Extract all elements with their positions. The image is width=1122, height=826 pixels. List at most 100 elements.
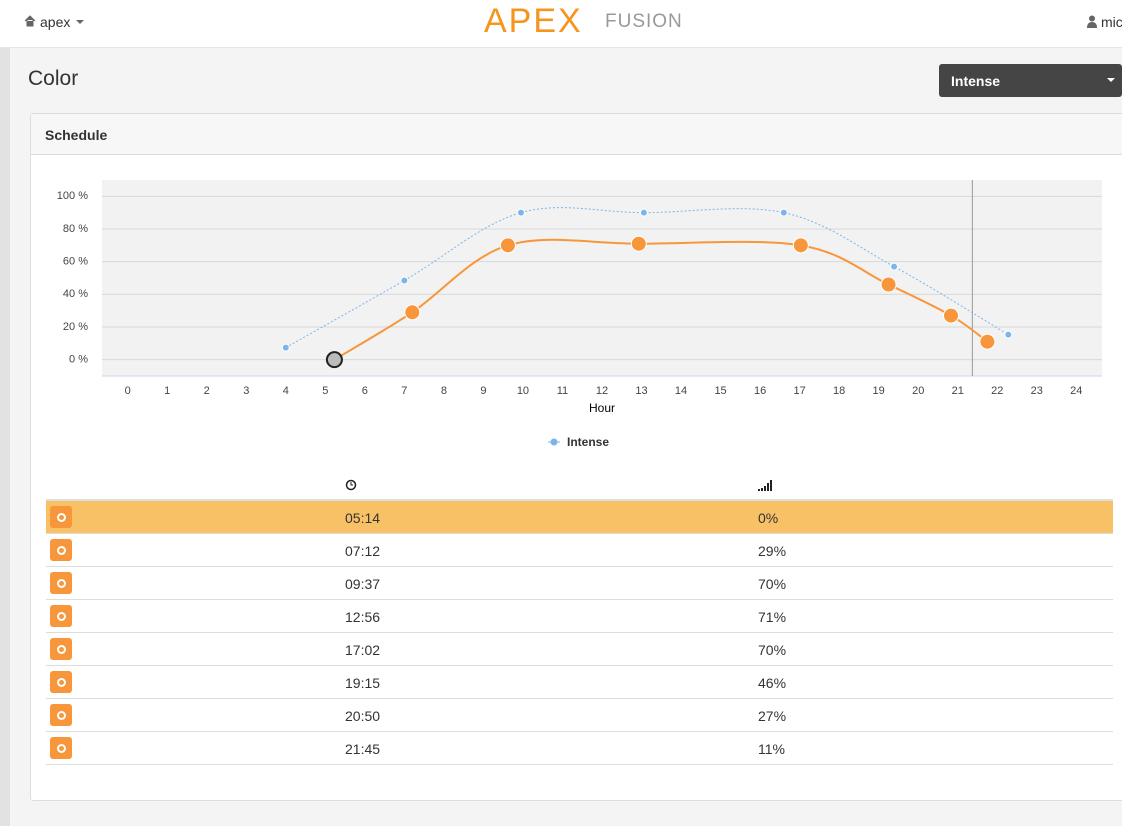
x-tick-label: 24	[1070, 385, 1082, 397]
level-cell: 0%	[758, 510, 779, 526]
navbar: apex APEX FUSION mic	[0, 0, 1122, 48]
data-point	[516, 208, 525, 217]
table-row: 12:56 71%	[46, 600, 1113, 633]
table-header-rule	[46, 499, 1113, 501]
x-tick-label: 0	[125, 385, 131, 397]
data-point	[890, 262, 899, 271]
chart: 0 %20 %40 %60 %80 %100 %0 1 2 3 4 5 6 7 8 9 10 11 12…	[57, 180, 1102, 449]
edit-button[interactable]	[50, 704, 72, 726]
x-tick-label: 20	[912, 385, 924, 397]
data-point	[325, 351, 343, 369]
level-cell: 11%	[758, 741, 785, 757]
data-point	[400, 276, 409, 285]
y-tick-label: 80 %	[63, 223, 88, 235]
x-tick-label: 18	[833, 385, 845, 397]
x-tick-label: 4	[283, 385, 289, 397]
time-cell: 20:50	[345, 708, 381, 724]
data-point	[792, 237, 809, 254]
x-tick-label: 6	[362, 385, 368, 397]
data-point	[281, 343, 290, 352]
x-tick-label: 17	[794, 385, 806, 397]
x-tick-label: 11	[557, 385, 568, 397]
table-row: 19:15 46%	[46, 666, 1113, 699]
caret	[76, 20, 84, 24]
edit-button[interactable]	[50, 572, 72, 594]
x-tick-label: 13	[635, 385, 647, 397]
level-icon	[758, 480, 772, 491]
x-tick-label: 1	[164, 385, 170, 397]
page-title: Color	[28, 67, 79, 90]
logo-sub: FUSION	[605, 11, 683, 32]
edit-button[interactable]	[50, 506, 72, 528]
profile-dropdown[interactable]: Intense	[939, 64, 1122, 97]
table-row: 09:37 70%	[46, 567, 1113, 600]
edit-button[interactable]	[50, 539, 72, 561]
x-tick-label: 22	[991, 385, 1003, 397]
level-cell: 70%	[758, 576, 787, 592]
edit-button[interactable]	[50, 671, 72, 693]
x-tick-label: 3	[243, 385, 249, 397]
data-point	[943, 307, 960, 324]
account-menu[interactable]: apex	[40, 14, 71, 30]
x-tick-label: 10	[517, 385, 529, 397]
edit-button[interactable]	[50, 605, 72, 627]
logo-main: APEX	[484, 2, 583, 40]
time-cell: 17:02	[345, 642, 381, 658]
x-tick-label: 2	[204, 385, 210, 397]
level-cell: 27%	[758, 708, 787, 724]
x-tick-label: 19	[873, 385, 885, 397]
table-row: 20:50 27%	[46, 699, 1113, 732]
time-cell: 19:15	[345, 675, 381, 691]
x-tick-label: 14	[675, 385, 687, 397]
y-tick-label: 20 %	[63, 321, 88, 333]
x-tick-label: 12	[596, 385, 608, 397]
table-row: 05:14 0%	[46, 501, 1113, 534]
data-point	[979, 333, 996, 350]
level-cell: 46%	[758, 675, 787, 691]
table-row: 21:45 11%	[46, 732, 1113, 765]
data-point	[630, 235, 647, 252]
x-tick-label: 8	[441, 385, 447, 397]
level-cell: 71%	[758, 609, 787, 625]
time-cell: 05:14	[345, 510, 381, 526]
user-icon	[1087, 15, 1097, 28]
x-tick-label: 9	[480, 385, 486, 397]
sidebar	[0, 48, 10, 826]
x-tick-label: 15	[714, 385, 726, 397]
data-point	[499, 237, 516, 254]
x-tick-label: 7	[401, 385, 407, 397]
y-tick-label: 60 %	[63, 256, 88, 268]
time-cell: 12:56	[345, 609, 381, 625]
level-cell: 29%	[758, 543, 787, 559]
time-icon	[345, 479, 357, 491]
series-line	[333, 238, 988, 361]
data-point	[404, 304, 421, 321]
legend-marker	[550, 438, 558, 446]
x-tick-label: 23	[1031, 385, 1043, 397]
x-tick-label: 21	[952, 385, 964, 397]
dropdown-label: Intense	[951, 73, 1001, 89]
edit-button[interactable]	[50, 638, 72, 660]
data-point	[639, 208, 648, 217]
y-tick-label: 0 %	[69, 354, 88, 366]
table-row: 17:02 70%	[46, 633, 1113, 666]
data-point	[880, 276, 897, 293]
data-point	[779, 208, 788, 217]
time-cell: 09:37	[345, 576, 381, 592]
plot-area	[102, 180, 1102, 376]
home-icon	[24, 15, 36, 27]
x-axis-label: Hour	[589, 401, 615, 415]
x-tick-label: 16	[754, 385, 766, 397]
edit-button[interactable]	[50, 737, 72, 759]
panel-title: Schedule	[45, 127, 108, 143]
time-cell: 21:45	[345, 741, 381, 757]
time-cell: 07:12	[345, 543, 381, 559]
caret	[1107, 78, 1115, 82]
y-tick-label: 40 %	[63, 288, 88, 300]
data-point	[1004, 330, 1013, 339]
level-cell: 70%	[758, 642, 787, 658]
user-menu[interactable]: mic	[1101, 14, 1122, 30]
legend-label: Intense	[567, 435, 609, 449]
x-tick-label: 5	[322, 385, 328, 397]
